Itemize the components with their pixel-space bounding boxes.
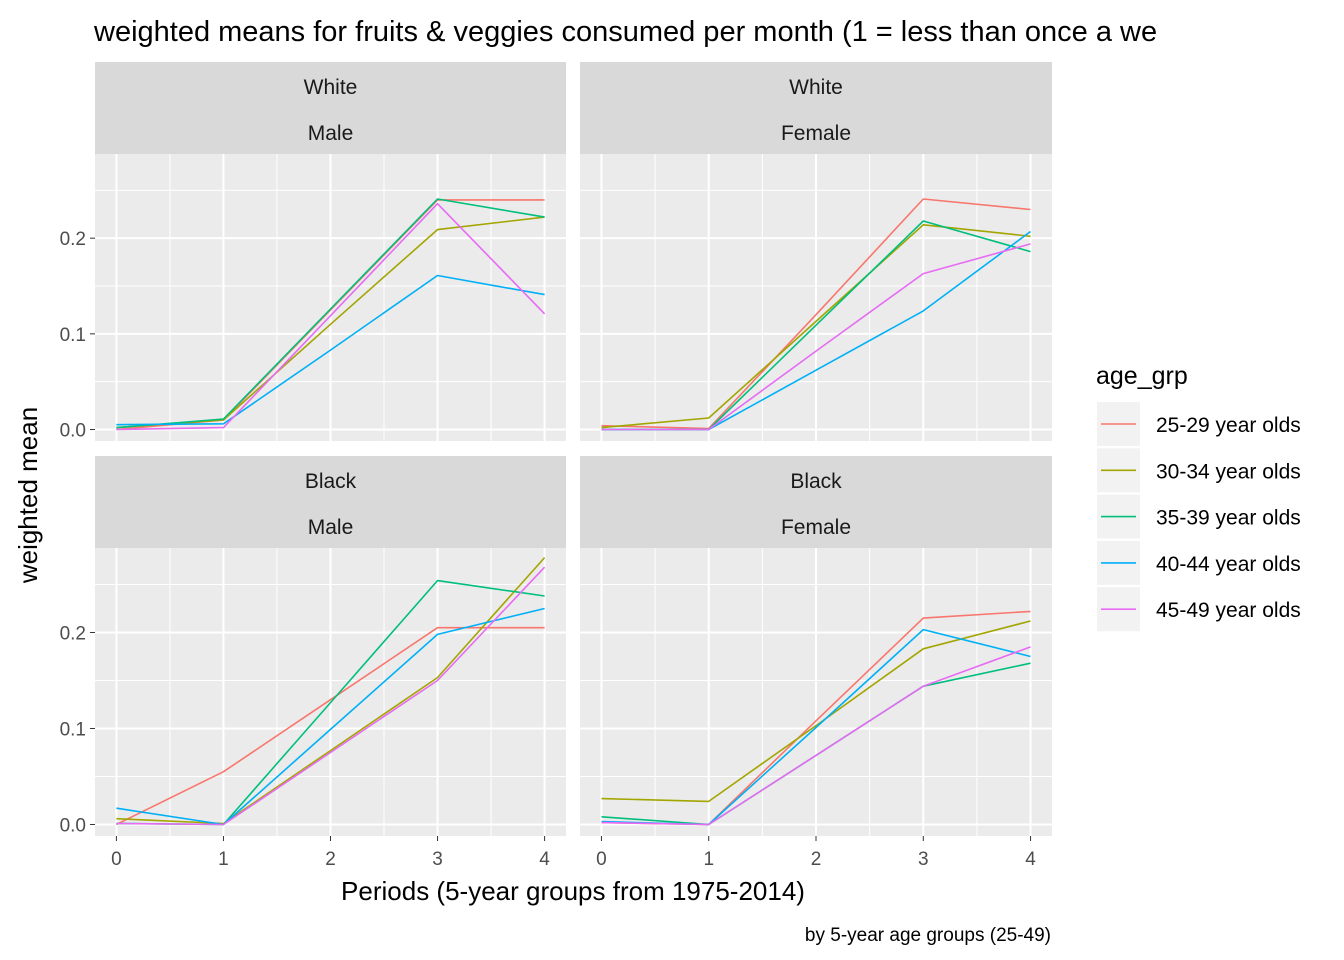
legend-label: 30-34 year olds xyxy=(1156,460,1301,483)
legend-label: 45-49 year olds xyxy=(1156,599,1301,622)
facet-strip-label: Black xyxy=(305,470,357,493)
x-tick-label: 3 xyxy=(432,849,443,870)
legend-item: 30-34 year olds xyxy=(1097,448,1301,493)
facet-strip-label: Female xyxy=(781,516,851,539)
y-tick-label: 0.0 xyxy=(60,815,86,836)
x-tick-label: 1 xyxy=(218,849,229,870)
facet-strip-label: White xyxy=(789,76,843,99)
x-tick-label: 1 xyxy=(703,849,714,870)
x-tick-label: 4 xyxy=(539,849,550,870)
series-line-30-34 xyxy=(116,557,546,825)
facet-strip-label: Female xyxy=(781,122,851,145)
series-line-45-49 xyxy=(116,566,546,826)
legend-item: 35-39 year olds xyxy=(1097,494,1301,539)
y-tick-label: 0.2 xyxy=(60,229,86,250)
series-line-30-34 xyxy=(601,224,1031,429)
series-line-45-49 xyxy=(601,243,1031,431)
legend: age_grp 25-29 year olds 30-34 year olds 35… xyxy=(1096,362,1301,632)
facet-strip-label: Male xyxy=(308,122,354,145)
y-tick-label: 0.1 xyxy=(60,719,86,740)
chart-title: weighted means for fruits & veggies cons… xyxy=(93,16,1157,48)
panel-white-female: White Female xyxy=(580,62,1052,441)
chart-caption: by 5-year age groups (25-49) xyxy=(805,925,1051,946)
x-tick-label: 3 xyxy=(918,849,929,870)
x-tick-label: 4 xyxy=(1025,849,1036,870)
facet-strip xyxy=(580,456,1052,548)
y-tick-label: 0.2 xyxy=(60,623,86,644)
legend-item: 45-49 year olds xyxy=(1097,587,1301,632)
y-axis-title: weighted mean xyxy=(13,407,43,584)
series-line-40-44 xyxy=(116,274,545,426)
series-line-45-49 xyxy=(116,202,546,431)
legend-label: 25-29 year olds xyxy=(1156,414,1301,437)
y-tick-label: 0.0 xyxy=(60,421,86,442)
series-line-45-49 xyxy=(601,646,1031,826)
panel-black-male: Black Male xyxy=(95,456,566,836)
facet-strip-label: Black xyxy=(790,470,842,493)
series-line-30-34 xyxy=(601,620,1031,803)
x-tick-label: 2 xyxy=(811,849,822,870)
series-line-35-39 xyxy=(116,198,545,429)
x-tick-label: 0 xyxy=(596,849,607,870)
series-line-40-44 xyxy=(116,607,545,826)
legend-label: 35-39 year olds xyxy=(1156,507,1301,530)
legend-label: 40-44 year olds xyxy=(1156,553,1301,576)
legend-title: age_grp xyxy=(1096,362,1188,390)
facet-strip xyxy=(95,62,566,154)
facet-strip-label: Male xyxy=(308,516,354,539)
x-tick-label: 0 xyxy=(111,849,122,870)
y-tick-label: 0.1 xyxy=(60,325,86,346)
series-line-25-29 xyxy=(116,626,545,826)
facet-strip-label: White xyxy=(304,76,358,99)
facet-strip xyxy=(95,456,566,548)
axes: 0.0 0.1 0.2 0.0 0.1 0.2 0 1 2 3 4 0 1 2 3 4 xyxy=(60,229,1037,870)
panel-black-female: Black Female xyxy=(580,456,1052,836)
x-tick-label: 2 xyxy=(325,849,336,870)
legend-item: 40-44 year olds xyxy=(1097,540,1301,585)
x-axis-title: Periods (5-year groups from 1975-2014) xyxy=(341,876,805,906)
panel-white-male: White Male xyxy=(95,62,566,441)
legend-item: 25-29 year olds xyxy=(1097,402,1301,446)
series-line-25-29 xyxy=(601,198,1031,430)
facet-strip xyxy=(580,62,1052,154)
facet-panels: White Male White Female Black Male Black Female xyxy=(95,62,1052,836)
